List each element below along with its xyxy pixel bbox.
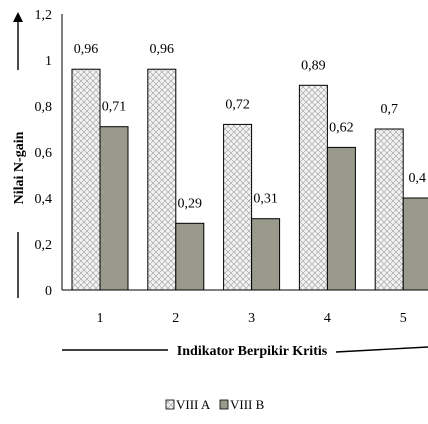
y-axis-title: Nilai N-gain bbox=[12, 131, 27, 204]
y-tick-label: 0 bbox=[45, 284, 52, 299]
legend-label-viii-b: VIII B bbox=[230, 397, 265, 412]
legend: VIII A VIII B bbox=[165, 397, 265, 412]
x-title-right-line bbox=[335, 346, 428, 353]
y-tick-labels: 0 0,2 0,4 0,6 0,8 1 1,2 bbox=[35, 8, 53, 299]
data-label: 0,29 bbox=[178, 196, 203, 211]
bar-viii-a-1 bbox=[71, 68, 101, 291]
bar-viii-b-3 bbox=[251, 218, 281, 291]
data-label: 0,31 bbox=[253, 192, 278, 207]
x-tick-label: 5 bbox=[400, 311, 407, 326]
y-title-arrow-head bbox=[13, 12, 23, 22]
bar-viii-b-1 bbox=[99, 126, 129, 291]
legend-swatch-viii-a bbox=[165, 399, 175, 410]
x-tick-label: 3 bbox=[248, 311, 255, 326]
bar-viii-b-5 bbox=[402, 197, 428, 291]
y-tick-label: 0,6 bbox=[35, 146, 53, 161]
bar-viii-a-3 bbox=[223, 123, 253, 291]
data-labels: 0,96 0,71 0,96 0,29 0,72 0,31 0,89 0,62 0,7 0,4 bbox=[74, 42, 426, 211]
data-label: 0,62 bbox=[329, 120, 354, 135]
y-tick-label: 1,2 bbox=[35, 8, 53, 23]
bar-viii-a-4 bbox=[298, 84, 328, 291]
bars bbox=[71, 68, 428, 291]
x-tick-label: 2 bbox=[172, 311, 179, 326]
legend-label-viii-a: VIII A bbox=[176, 397, 211, 412]
bar-viii-a-2 bbox=[147, 68, 177, 291]
y-tick-label: 1 bbox=[45, 54, 52, 69]
x-axis-title: Indikator Berpikir Kritis bbox=[177, 344, 328, 359]
data-label: 0,71 bbox=[102, 100, 127, 115]
data-label: 0,4 bbox=[408, 171, 426, 186]
y-axis-title-group: Nilai N-gain bbox=[12, 12, 27, 298]
x-tick-label: 4 bbox=[324, 311, 331, 326]
x-axis-title-group: Indikator Berpikir Kritis bbox=[62, 344, 428, 359]
data-label: 0,7 bbox=[380, 102, 398, 117]
x-tick-labels: 1 2 3 4 5 bbox=[97, 311, 407, 326]
data-label: 0,96 bbox=[150, 42, 175, 57]
y-tick-label: 0,4 bbox=[35, 192, 53, 207]
y-tick-label: 0,8 bbox=[35, 100, 53, 115]
data-label: 0,89 bbox=[301, 58, 326, 73]
data-label: 0,72 bbox=[225, 97, 250, 112]
bar-viii-b-2 bbox=[175, 222, 205, 291]
data-label: 0,96 bbox=[74, 42, 99, 57]
bar-viii-a-5 bbox=[374, 128, 404, 291]
legend-swatch-viii-b bbox=[219, 399, 229, 410]
bar-viii-b-4 bbox=[326, 146, 356, 291]
x-tick-label: 1 bbox=[97, 311, 104, 326]
y-tick-label: 0,2 bbox=[35, 238, 53, 253]
